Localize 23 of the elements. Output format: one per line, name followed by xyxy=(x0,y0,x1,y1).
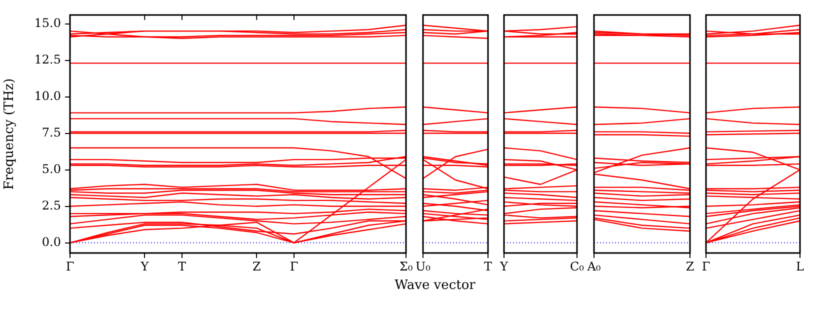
y-tick-label: 5.0 xyxy=(42,162,61,176)
x-tick-label: L xyxy=(796,259,804,274)
x-tick-label: Y xyxy=(499,259,510,274)
x-axis-title: Wave vector xyxy=(394,278,476,293)
x-tick-label: C₀ xyxy=(570,259,584,274)
x-tick-label: A₀ xyxy=(586,259,601,274)
x-tick-label: T xyxy=(178,259,186,274)
y-tick-label: 15.0 xyxy=(34,16,61,30)
x-tick-label: Σ₀ xyxy=(399,259,413,274)
x-tick-label: Γ xyxy=(290,259,298,274)
y-axis-title: Frequency (THz) xyxy=(2,78,18,190)
x-tick-label: T xyxy=(484,259,492,274)
y-tick-label: 7.5 xyxy=(42,125,61,140)
x-tick-label: Z xyxy=(252,259,261,274)
x-tick-label: Γ xyxy=(66,259,74,274)
x-tick-label: Z xyxy=(686,259,694,274)
x-tick-label: Γ xyxy=(702,259,710,274)
y-tick-label: 10.0 xyxy=(34,88,61,103)
y-tick-label: 2.5 xyxy=(42,198,61,212)
x-tick-label: U₀ xyxy=(416,259,431,274)
y-tick-label: 0.0 xyxy=(42,234,61,249)
x-tick-label: Y xyxy=(140,259,150,274)
y-tick-label: 12.5 xyxy=(34,52,61,66)
